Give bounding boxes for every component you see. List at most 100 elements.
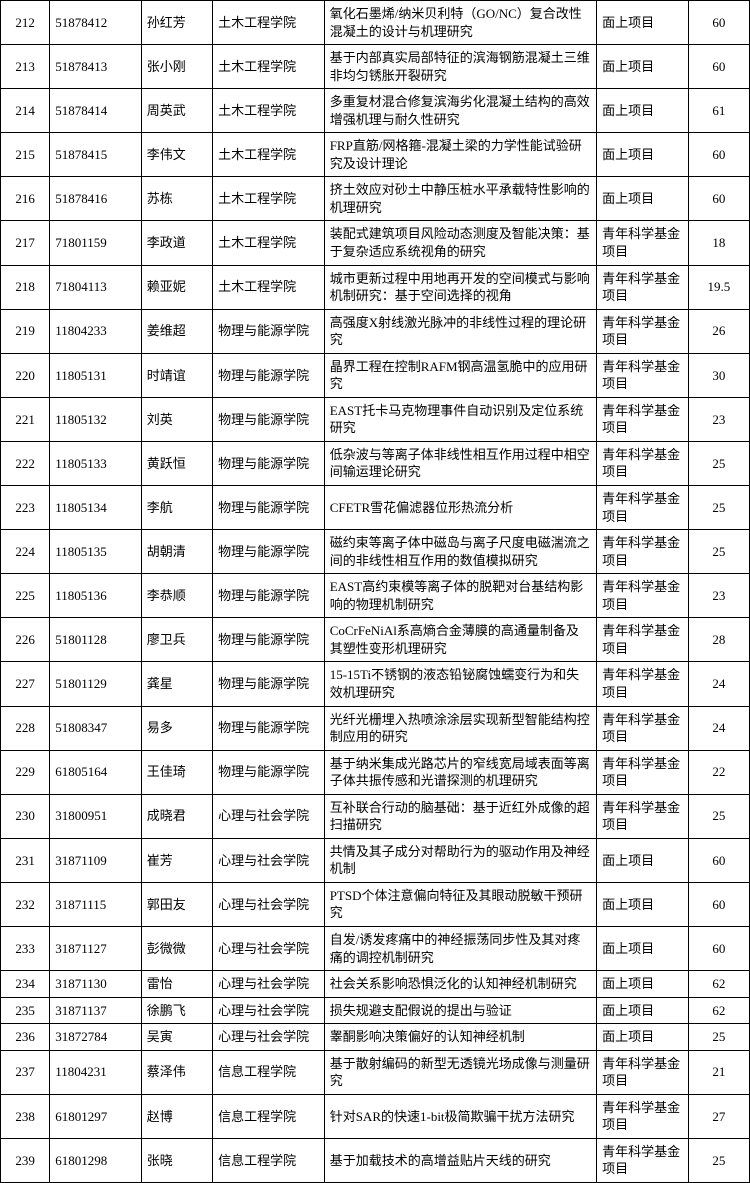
table-cell: 71801159 (50, 221, 141, 265)
table-cell: 苏栋 (141, 177, 212, 221)
table-cell: 青年科学基金项目 (597, 618, 688, 662)
table-cell: 236 (1, 1024, 50, 1051)
table-cell: 230 (1, 794, 50, 838)
table-cell: 233 (1, 926, 50, 970)
table-row: 21871804113赖亚妮土木工程学院城市更新过程中用地再开发的空间模式与影响… (1, 265, 750, 309)
table-cell: 低杂波与等离子体非线性相互作用过程中相空间输运理论研究 (324, 441, 596, 485)
table-cell: 51878415 (50, 133, 141, 177)
table-cell: 心理与社会学院 (213, 997, 325, 1024)
table-cell: 青年科学基金项目 (597, 221, 688, 265)
table-cell: 蔡泽伟 (141, 1050, 212, 1094)
table-cell: 214 (1, 89, 50, 133)
table-cell: EAST托卡马克物理事件自动识别及定位系统研究 (324, 397, 596, 441)
table-row: 22011805131时靖谊物理与能源学院晶界工程在控制RAFM钢高温氢脆中的应… (1, 353, 750, 397)
table-cell: PTSD个体注意偏向特征及其眼动脱敏干预研究 (324, 882, 596, 926)
table-cell: 青年科学基金项目 (597, 1050, 688, 1094)
table-cell: 226 (1, 618, 50, 662)
table-cell: 信息工程学院 (213, 1050, 325, 1094)
table-cell: 张晓 (141, 1138, 212, 1182)
table-cell: 心理与社会学院 (213, 1024, 325, 1051)
table-cell: 219 (1, 309, 50, 353)
table-row: 21551878415李伟文土木工程学院FRP直筋/网格箍-混凝土梁的力学性能试… (1, 133, 750, 177)
table-cell: 60 (688, 45, 749, 89)
table-cell: 62 (688, 997, 749, 1024)
table-cell: 王佳琦 (141, 750, 212, 794)
table-row: 23431871130雷怡心理与社会学院社会关系影响恐惧泛化的认知神经机制研究面… (1, 971, 750, 998)
table-cell: 61801298 (50, 1138, 141, 1182)
table-cell: 廖卫兵 (141, 618, 212, 662)
table-cell: 11804233 (50, 309, 141, 353)
table-cell: CFETR雪花偏滤器位形热流分析 (324, 486, 596, 530)
table-row: 22751801129龚星物理与能源学院15-15Ti不锈钢的液态铅铋腐蚀蠕变行… (1, 662, 750, 706)
table-cell: 212 (1, 1, 50, 45)
table-cell: 彭微微 (141, 926, 212, 970)
table-cell: 物理与能源学院 (213, 706, 325, 750)
table-cell: 18 (688, 221, 749, 265)
table-cell: 青年科学基金项目 (597, 309, 688, 353)
table-cell: 社会关系影响恐惧泛化的认知神经机制研究 (324, 971, 596, 998)
table-cell: 针对SAR的快速1-bit极简欺骗干扰方法研究 (324, 1094, 596, 1138)
table-cell: 31872784 (50, 1024, 141, 1051)
table-cell: 11805132 (50, 397, 141, 441)
table-cell: 土木工程学院 (213, 177, 325, 221)
table-cell: 238 (1, 1094, 50, 1138)
table-cell: 19.5 (688, 265, 749, 309)
table-cell: 磁约束等离子体中磁岛与离子尺度电磁湍流之间的非线性相互作用的数值模拟研究 (324, 530, 596, 574)
table-body: 21251878412孙红芳土木工程学院氧化石墨烯/纳米贝利特（GO/NC）复合… (1, 1, 750, 1183)
table-cell: 215 (1, 133, 50, 177)
table-cell: 218 (1, 265, 50, 309)
table-cell: 11804231 (50, 1050, 141, 1094)
table-cell: 心理与社会学院 (213, 794, 325, 838)
table-cell: 崔芳 (141, 838, 212, 882)
table-cell: 31800951 (50, 794, 141, 838)
table-cell: 青年科学基金项目 (597, 1138, 688, 1182)
table-cell: 李航 (141, 486, 212, 530)
table-cell: 信息工程学院 (213, 1094, 325, 1138)
table-cell: 青年科学基金项目 (597, 574, 688, 618)
table-cell: 青年科学基金项目 (597, 530, 688, 574)
table-cell: 晶界工程在控制RAFM钢高温氢脆中的应用研究 (324, 353, 596, 397)
table-cell: 成晓君 (141, 794, 212, 838)
table-cell: 60 (688, 926, 749, 970)
table-cell: 孙红芳 (141, 1, 212, 45)
table-cell: 心理与社会学院 (213, 926, 325, 970)
table-cell: 23 (688, 574, 749, 618)
table-cell: 61801297 (50, 1094, 141, 1138)
table-cell: 237 (1, 1050, 50, 1094)
table-cell: 229 (1, 750, 50, 794)
table-cell: 李恭顺 (141, 574, 212, 618)
table-row: 22311805134李航物理与能源学院CFETR雪花偏滤器位形热流分析青年科学… (1, 486, 750, 530)
table-cell: 216 (1, 177, 50, 221)
table-cell: 青年科学基金项目 (597, 750, 688, 794)
table-cell: 228 (1, 706, 50, 750)
table-cell: 51801129 (50, 662, 141, 706)
table-cell: 234 (1, 971, 50, 998)
table-cell: 222 (1, 441, 50, 485)
table-cell: 24 (688, 662, 749, 706)
table-cell: 11805136 (50, 574, 141, 618)
table-cell: 61805164 (50, 750, 141, 794)
table-cell: 11805131 (50, 353, 141, 397)
table-row: 23711804231蔡泽伟信息工程学院基于散射编码的新型无透镜光场成像与测量研… (1, 1050, 750, 1094)
table-cell: 青年科学基金项目 (597, 486, 688, 530)
table-cell: 60 (688, 882, 749, 926)
table-cell: 物理与能源学院 (213, 309, 325, 353)
table-cell: 面上项目 (597, 89, 688, 133)
table-row: 22961805164王佳琦物理与能源学院基于纳米集成光路芯片的窄线宽局域表面等… (1, 750, 750, 794)
table-cell: 227 (1, 662, 50, 706)
table-cell: 青年科学基金项目 (597, 397, 688, 441)
table-cell: 25 (688, 1138, 749, 1182)
table-row: 23331871127彭微微心理与社会学院自发/诱发疼痛中的神经振荡同步性及其对… (1, 926, 750, 970)
table-cell: 面上项目 (597, 926, 688, 970)
table-row: 23131871109崔芳心理与社会学院共情及其子成分对帮助行为的驱动作用及神经… (1, 838, 750, 882)
table-cell: 213 (1, 45, 50, 89)
table-cell: 青年科学基金项目 (597, 1094, 688, 1138)
table-cell: 221 (1, 397, 50, 441)
table-cell: 李政道 (141, 221, 212, 265)
table-row: 21911804233姜维超物理与能源学院高强度X射线激光脉冲的非线性过程的理论… (1, 309, 750, 353)
table-cell: 217 (1, 221, 50, 265)
table-cell: 心理与社会学院 (213, 882, 325, 926)
table-row: 23961801298张晓信息工程学院基于加载技术的高增益贴片天线的研究青年科学… (1, 1138, 750, 1182)
table-cell: 物理与能源学院 (213, 662, 325, 706)
table-cell: 面上项目 (597, 882, 688, 926)
